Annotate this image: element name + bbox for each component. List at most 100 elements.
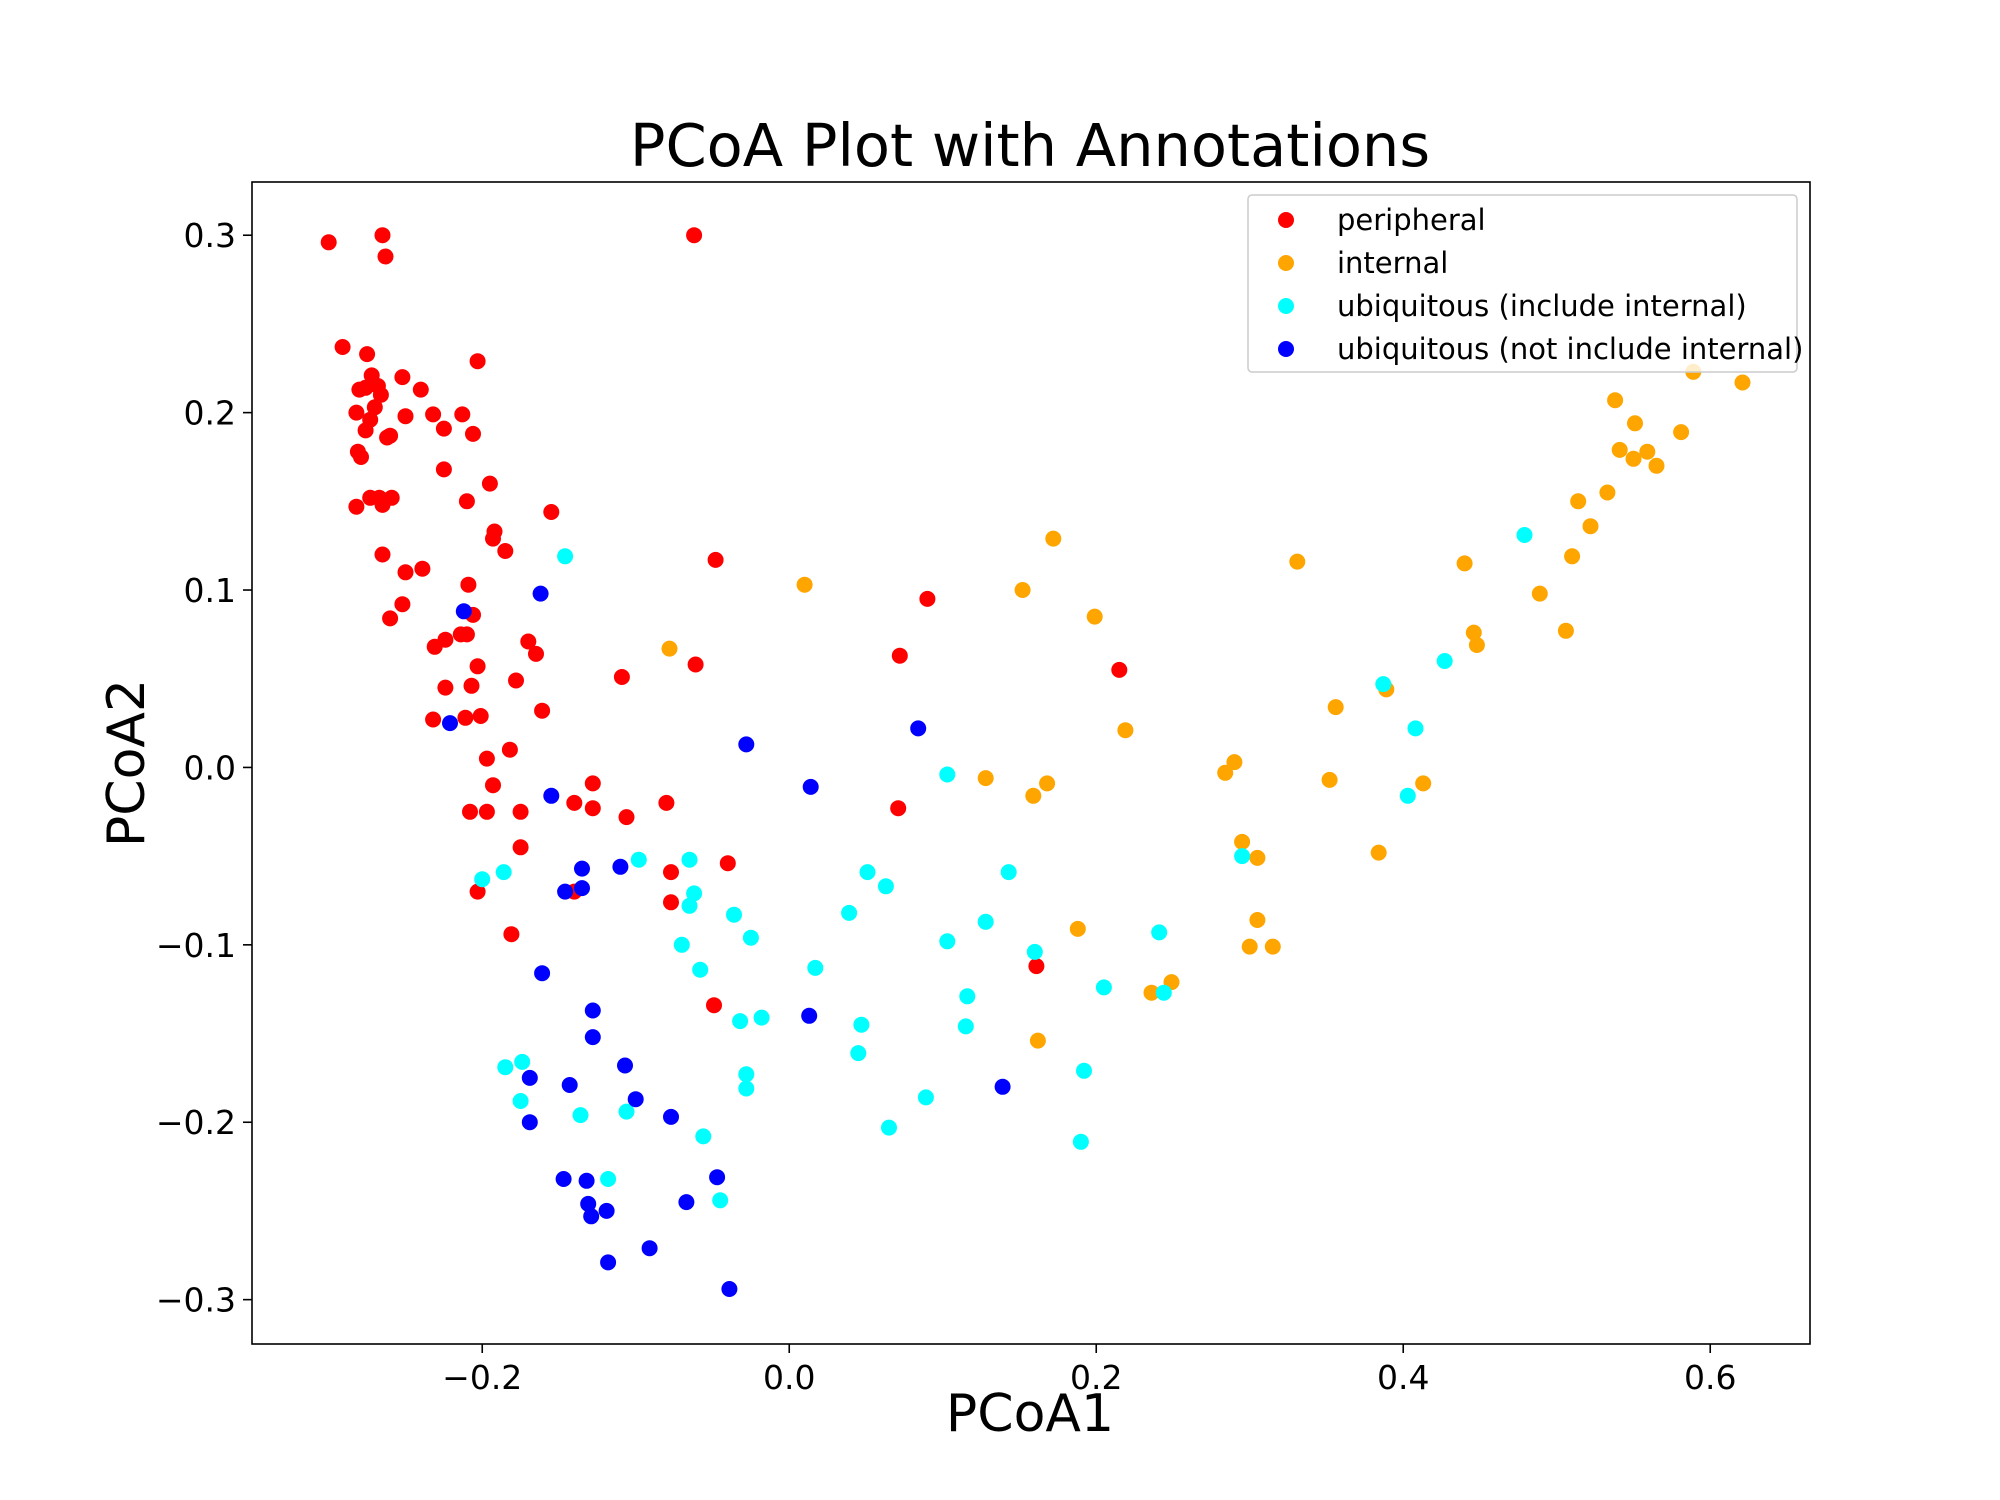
data-point	[753, 1009, 770, 1026]
data-point	[534, 965, 551, 982]
x-tick-label: 0.0	[763, 1358, 815, 1397]
data-point	[1648, 457, 1665, 474]
data-point	[1249, 849, 1266, 866]
data-point	[520, 633, 537, 650]
data-point	[681, 897, 698, 914]
data-point	[707, 551, 724, 568]
data-point	[508, 672, 524, 689]
data-point	[512, 803, 529, 820]
data-point	[877, 878, 894, 895]
legend-marker	[1278, 341, 1294, 357]
data-point	[566, 794, 583, 811]
legend-marker	[1278, 298, 1294, 314]
data-point	[695, 1128, 712, 1145]
legend-label: internal	[1337, 246, 1448, 280]
data-point	[1234, 848, 1251, 865]
data-point	[686, 885, 703, 902]
data-point	[426, 638, 443, 655]
data-point	[919, 590, 936, 607]
data-point	[574, 860, 590, 877]
data-point	[425, 406, 442, 423]
data-point	[719, 855, 736, 872]
data-point	[555, 1171, 572, 1187]
data-point	[841, 904, 858, 921]
data-point	[641, 1240, 658, 1257]
y-axis-label: PCoA2	[97, 679, 157, 847]
data-point	[663, 1108, 679, 1125]
legend: peripheral internal ubiquitous (include in…	[1247, 194, 1803, 373]
data-point	[458, 493, 475, 510]
data-point	[1234, 833, 1251, 850]
data-point	[613, 669, 630, 685]
data-point	[712, 1192, 729, 1209]
data-point	[397, 564, 414, 581]
data-point	[334, 339, 351, 355]
data-point	[397, 408, 414, 425]
data-point	[1611, 441, 1628, 458]
data-point	[681, 851, 698, 868]
data-point	[618, 1103, 635, 1120]
data-point	[1607, 392, 1624, 409]
data-point	[709, 1169, 726, 1186]
data-point	[721, 1281, 738, 1297]
legend-label: ubiquitous (include internal)	[1337, 289, 1747, 323]
data-point	[514, 1053, 531, 1070]
data-point	[394, 596, 411, 613]
data-point	[1436, 653, 1453, 669]
y-tick-label: 0.2	[184, 394, 236, 433]
data-point	[372, 386, 389, 403]
data-point	[374, 546, 391, 563]
data-point	[1241, 938, 1258, 955]
data-point	[1151, 924, 1168, 941]
data-point	[495, 864, 512, 881]
data-point	[630, 851, 647, 868]
data-point	[600, 1254, 617, 1271]
data-point	[1557, 622, 1574, 639]
data-point	[320, 234, 337, 251]
data-point	[673, 936, 690, 953]
data-point	[959, 988, 976, 1005]
data-point	[521, 1069, 538, 1086]
data-point	[561, 1077, 578, 1093]
data-point	[512, 839, 529, 856]
data-point	[532, 585, 549, 602]
data-point	[437, 679, 454, 696]
data-point	[497, 1059, 514, 1076]
data-point	[1264, 938, 1281, 955]
data-point	[469, 353, 486, 370]
data-point	[425, 711, 442, 728]
data-point	[598, 1202, 615, 1219]
data-point	[881, 1119, 897, 1136]
data-point	[1226, 754, 1243, 771]
data-point	[463, 677, 480, 694]
axis-ticks: −0.2 0.0 0.2 0.4 0.6 0.3 0.2 0.1 0.0 −0.1 −0.2 −0.3	[156, 216, 1737, 1397]
data-point	[458, 626, 475, 643]
data-point	[977, 913, 994, 930]
data-point	[474, 871, 491, 888]
data-point	[1111, 661, 1128, 678]
data-point	[738, 1080, 755, 1097]
data-point	[503, 926, 520, 943]
plot-area	[251, 181, 1811, 1345]
chart-title: PCoA Plot with Annotations	[630, 111, 1430, 180]
data-point	[796, 576, 813, 593]
data-point	[1582, 518, 1599, 535]
data-point	[726, 906, 742, 923]
data-point	[1039, 775, 1056, 792]
data-point	[802, 778, 819, 795]
data-point	[658, 794, 675, 811]
data-point	[557, 883, 574, 900]
data-point	[977, 770, 994, 787]
data-point	[1639, 443, 1656, 460]
y-tick-label: 0.0	[184, 748, 236, 787]
data-point	[859, 864, 876, 881]
data-point	[1029, 1032, 1046, 1049]
data-point	[382, 427, 399, 444]
legend-label: ubiquitous (not include internal)	[1337, 332, 1803, 366]
data-point	[481, 475, 498, 492]
data-point	[939, 933, 956, 950]
data-point	[1086, 608, 1103, 625]
data-point	[348, 404, 365, 421]
legend-label: peripheral	[1337, 203, 1486, 237]
data-point	[1370, 844, 1387, 861]
